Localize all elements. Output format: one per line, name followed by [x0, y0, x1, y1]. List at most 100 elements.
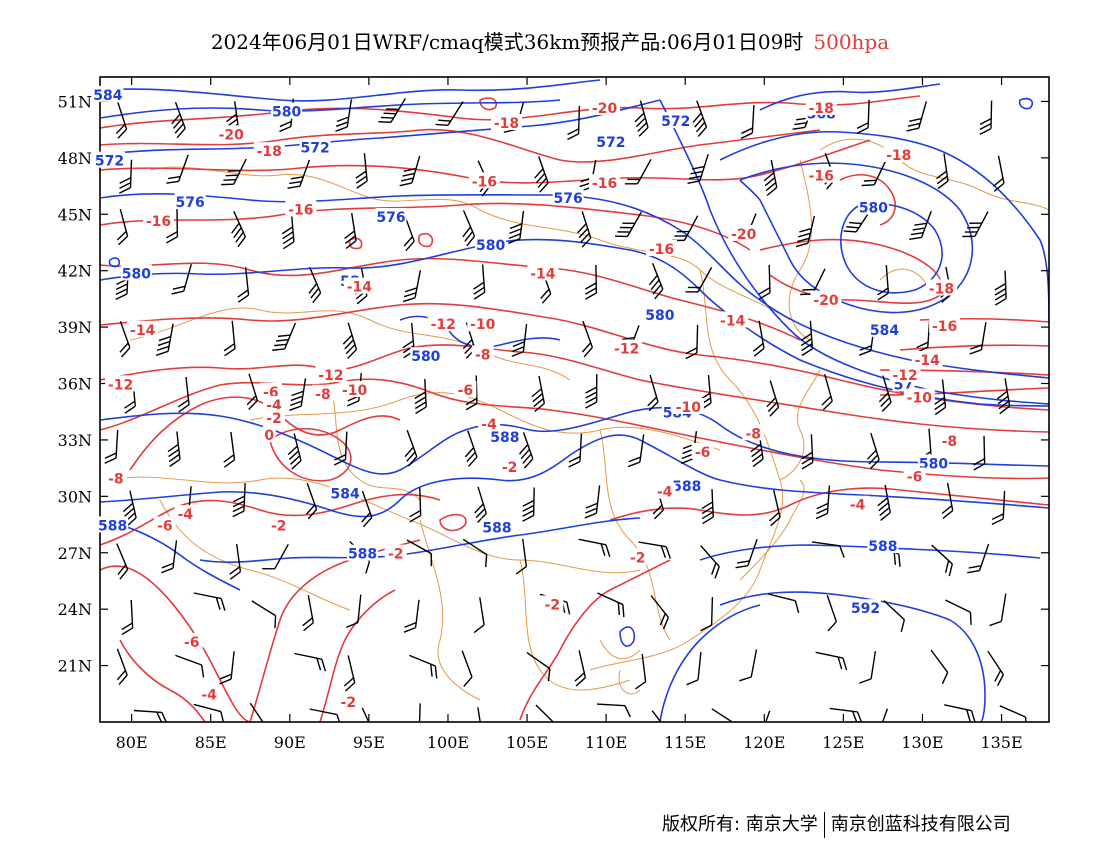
wind-barb — [409, 487, 422, 523]
wind-barb — [166, 208, 179, 244]
temperature-contour-label-bg — [911, 350, 943, 367]
lat-label: 33N — [58, 431, 92, 450]
wind-barb — [815, 485, 831, 520]
temperature-contour-label: -10 — [676, 400, 702, 416]
temperature-contour-label-bg — [143, 211, 175, 228]
temperature-contour-label: -12 — [431, 317, 456, 333]
height-contour-label: 572 — [95, 154, 124, 170]
temperature-labels: -20-18-18-20-18 -18-16 -16 -16-16-16-20-16-… — [104, 98, 961, 711]
temperature-contour-label-bg — [589, 174, 621, 191]
temperature-contour-label-bg — [339, 381, 371, 398]
wind-barb — [766, 380, 780, 417]
temperature-contour-label: -2 — [630, 550, 646, 566]
height-contour-label: 576 — [554, 191, 583, 207]
wind-barb — [289, 378, 307, 411]
wind-barb — [581, 320, 594, 358]
wind-barb — [638, 541, 672, 559]
wind-barb — [969, 322, 987, 355]
wind-barb — [700, 597, 714, 632]
wind-barb — [930, 649, 949, 685]
wind-barb — [435, 101, 464, 126]
wind-barb — [166, 154, 189, 184]
height-contour-label-bg — [552, 189, 584, 206]
temperature-contour-label-bg — [343, 277, 375, 294]
wind-barb — [104, 429, 119, 464]
wind-barb — [877, 484, 891, 521]
wind-barb — [305, 482, 318, 520]
height-contour-label-bg — [299, 138, 331, 155]
height-contour-label: 588 — [868, 539, 897, 555]
temperature-contour-label: -8 — [942, 434, 958, 450]
height-contour-label: 580 — [411, 349, 440, 365]
wind-barb — [826, 594, 838, 632]
temperature-contour-label-bg — [215, 125, 247, 142]
lat-label: 51N — [58, 92, 92, 111]
height-contour-label-bg — [489, 428, 521, 445]
temperature-contour-label-bg — [717, 311, 749, 328]
temperature-contour-label-bg — [454, 381, 477, 398]
temperature-contour-label-bg — [262, 396, 285, 413]
lat-label: 30N — [58, 487, 92, 506]
temperature-contour-label-bg — [527, 264, 559, 281]
wind-barb — [355, 153, 368, 189]
wind-barb — [647, 374, 659, 412]
height-contour-label-bg — [850, 599, 882, 616]
wind-barb — [511, 323, 528, 358]
wind-barb — [249, 702, 267, 722]
wind-barb — [962, 211, 989, 238]
height-contour-label: 572 — [300, 140, 329, 156]
wind-barb — [941, 482, 954, 519]
wind-barb — [795, 215, 816, 248]
wind-barb — [477, 707, 483, 722]
height-labels: 5845805725725725685725765765765805805805… — [92, 85, 950, 617]
temperature-contour-label: -4 — [201, 688, 217, 704]
wind-barb — [526, 652, 551, 682]
temperature-contour-label: -2 — [271, 518, 287, 534]
wind-barb — [648, 262, 664, 300]
wind-barb — [246, 373, 259, 411]
temperature-contour-label-bg — [498, 458, 521, 475]
wind-barb — [251, 600, 277, 629]
height-contour-label-bg — [857, 198, 889, 215]
temperature-contour-label-bg — [889, 365, 921, 382]
lat-label: 24N — [58, 600, 92, 619]
height-contour-label: 588 — [482, 520, 511, 536]
height-contour-label: 576 — [176, 195, 205, 211]
wind-barb — [994, 270, 1007, 306]
lon-label: 95E — [353, 733, 385, 752]
temperature-contour-label: -12 — [318, 368, 343, 384]
footer-company: 南京创蓝科技有限公司 — [830, 814, 1011, 835]
temperature-contour-label-bg — [903, 467, 926, 484]
temperature-contour-label: -14 — [530, 266, 556, 282]
wind-barb — [701, 489, 714, 525]
wind-barb — [944, 704, 976, 722]
wind-barb — [309, 708, 342, 722]
lon-label: 105E — [506, 733, 548, 752]
height-contour-label: 580 — [645, 308, 674, 324]
wind-barb — [342, 322, 358, 359]
wind-barb — [991, 490, 1006, 525]
wind-barb — [973, 435, 986, 471]
wind-barb — [687, 153, 709, 185]
height-contour-label: 592 — [851, 601, 880, 617]
wind-barb — [685, 267, 713, 293]
wind-barb — [474, 486, 487, 524]
temperature-contour-label-bg — [626, 548, 649, 565]
temperature-contour-label: -14 — [130, 323, 156, 339]
height-contour-label: 572 — [596, 135, 625, 151]
temperature-contour-label: 0 — [264, 428, 274, 444]
wind-barb — [996, 378, 1011, 415]
wind-barb — [287, 159, 311, 189]
temperature-contour-label: -16 — [932, 319, 957, 335]
height-contour-label-bg — [918, 454, 950, 471]
temperature-contour-label-bg — [427, 315, 459, 332]
height-contour-label: 572 — [661, 114, 690, 130]
wind-barb — [800, 320, 814, 357]
wind-barb — [229, 543, 242, 580]
wind-barb — [700, 545, 720, 579]
lon-label: 85E — [195, 733, 227, 752]
lat-label: 48N — [58, 149, 92, 168]
temperature-contour-label: -8 — [108, 471, 124, 487]
temperature-contour-label: -20 — [813, 293, 839, 309]
wind-barb — [909, 210, 932, 240]
